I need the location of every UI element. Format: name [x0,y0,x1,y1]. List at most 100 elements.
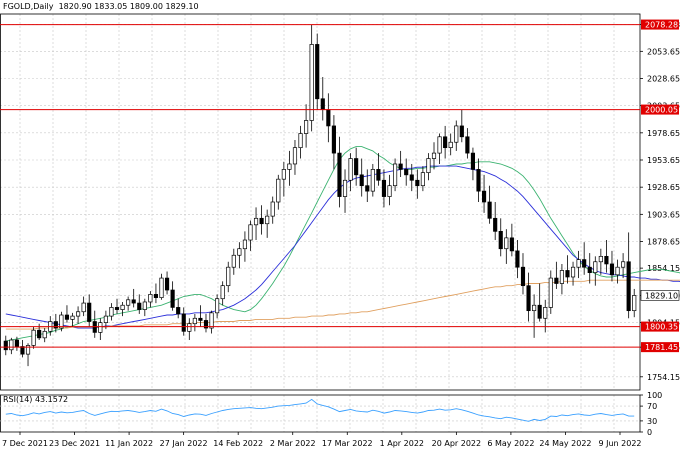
candle-body [409,174,414,181]
candle-body [431,152,437,159]
candle [326,93,331,143]
candle [153,283,159,304]
candle [576,250,581,279]
candle [515,240,520,279]
candle-body [287,163,292,170]
candle-body [509,237,514,252]
rsi-y-tick-label: 100 [647,391,662,400]
y-tick-label: 1754.15 [647,373,680,382]
candle [443,125,448,159]
candle [14,336,19,351]
x-tick-label: 2 Mar 2022 [270,439,316,448]
x-tick-label: 7 Dec 2021 [2,439,48,448]
candle [626,232,631,319]
candle [454,120,459,151]
candle-body [114,307,120,310]
candle-body [537,304,542,319]
candle-body [498,230,503,250]
x-tick-label: 6 May 2022 [487,439,534,448]
candle [187,318,192,341]
candle-body [159,277,164,298]
candle-body [120,304,125,310]
candle-body [554,277,559,284]
x-tick-label: 24 May 2022 [539,439,591,448]
candle-body [443,136,448,149]
candle [598,248,603,275]
candle [181,307,186,336]
candle-body [604,255,609,265]
candle [621,253,626,279]
moving-average-line-ma_slow [5,279,680,330]
x-tick-label: 27 Jan 2022 [160,439,208,448]
candle-body [20,346,25,355]
candle [137,294,142,314]
candle-body [42,330,47,339]
candle-body [370,169,375,192]
candle [537,283,542,322]
candle-body [320,98,325,110]
last-price-tag-label: 1829.10 [645,291,678,300]
candle [431,142,437,170]
x-tick-label: 11 Jan 2022 [105,439,153,448]
candle-body [615,266,620,276]
candle-body [248,224,253,241]
candle [404,158,409,186]
candle [248,220,253,251]
candle [493,202,498,241]
candle [292,140,298,175]
candle-body [14,339,19,347]
candle-body [381,179,387,197]
candle [393,158,398,192]
rsi-y-tick-label: 30 [647,417,657,426]
rsi-y-tick-label: 70 [647,402,657,411]
candle-body [404,169,409,176]
candle [192,313,197,332]
x-tick-label: 20 Apr 2022 [432,439,481,448]
candle-body [315,44,320,100]
candle-body [487,201,492,219]
candle [215,294,220,319]
candle-body [326,109,331,127]
candle [376,153,381,186]
candle-body [142,301,147,310]
candle [587,253,592,284]
candle-body [543,307,548,319]
candle-body [481,190,487,203]
candle-body [559,270,564,284]
candle [498,218,503,257]
candle [465,128,470,159]
candle [203,313,209,333]
candle [170,281,175,311]
candle [131,288,136,308]
x-tick-label: 23 Dec 2021 [49,439,100,448]
candle-body [504,237,509,250]
candle [259,205,264,235]
candle [520,253,526,295]
candle-body [276,178,281,203]
candle-body [348,158,353,181]
candle-body [231,254,236,268]
candle [70,312,75,327]
candle-body [331,125,336,154]
symbol-label: FGOLD,Daily [3,2,54,11]
candle-body [309,44,314,121]
candle-body [515,250,520,268]
candle [565,255,570,284]
candle-body [454,125,459,143]
candle-body [437,136,442,154]
candle-body [37,329,42,339]
candle-body [359,174,364,187]
candle [609,250,615,282]
candle [481,174,487,213]
candle-body [354,158,359,176]
candle-body [270,201,275,217]
candle-body [426,158,431,174]
candle [415,169,420,199]
candle [582,242,587,275]
candle [426,153,431,181]
candle-body [393,163,398,187]
candle [559,263,564,295]
candle-body [198,317,203,321]
level-tag-label: 2078.28 [645,21,678,30]
candle [81,296,86,317]
